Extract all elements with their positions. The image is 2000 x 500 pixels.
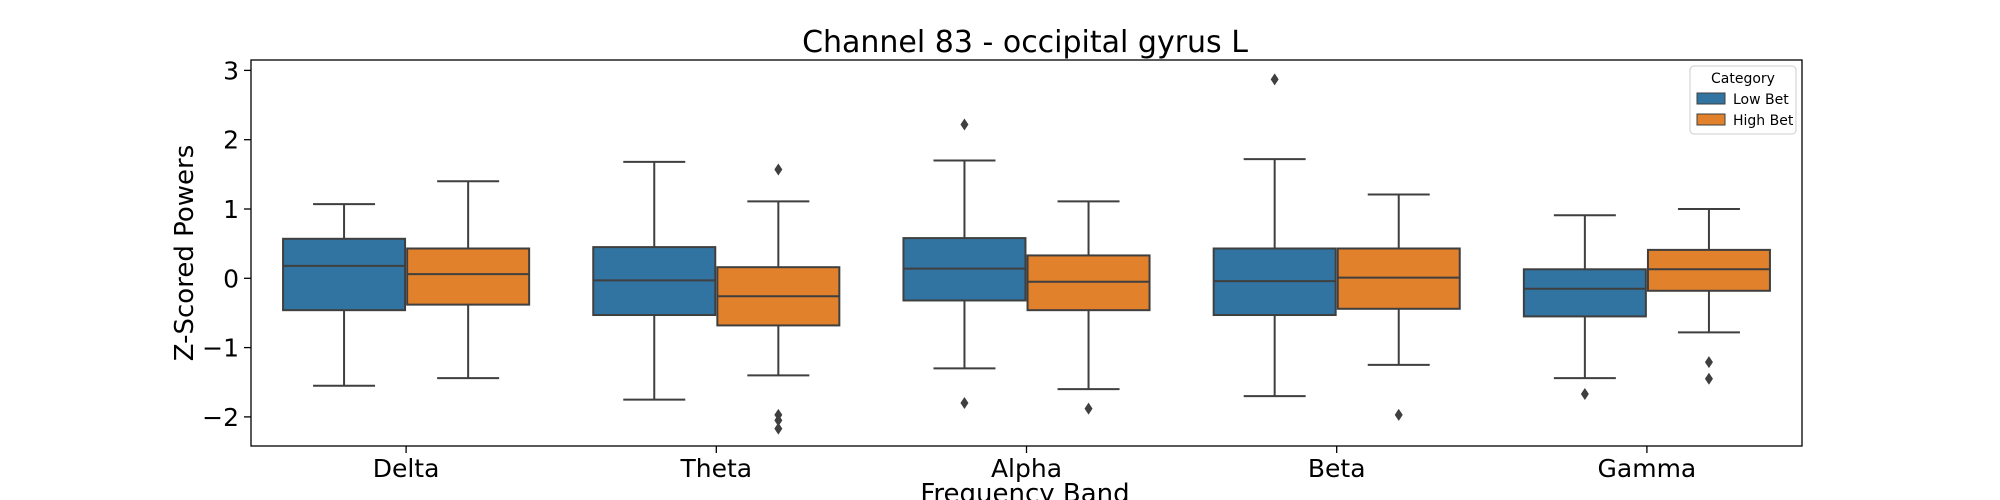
- box-low-bet-alpha: [902, 118, 1027, 410]
- outlier-point: [1580, 388, 1589, 401]
- x-tick-label: Alpha: [991, 454, 1062, 483]
- iqr-box: [1336, 247, 1461, 310]
- box-high-bet-alpha: [1026, 200, 1151, 415]
- x-tick-label: Delta: [373, 454, 440, 483]
- outlier-point: [774, 414, 783, 427]
- box-high-bet-theta: [716, 163, 841, 435]
- legend-title: Category: [1711, 71, 1775, 87]
- y-tick-label: 1: [223, 195, 239, 224]
- outlier-point: [1270, 73, 1279, 86]
- x-tick-label: Gamma: [1598, 454, 1697, 483]
- y-tick-label: 2: [223, 126, 239, 155]
- x-axis-label: Frequency Band: [920, 479, 1129, 500]
- y-tick-label: 0: [223, 264, 239, 293]
- box-low-bet-theta: [592, 160, 717, 401]
- outlier-point: [960, 118, 969, 131]
- legend-swatch: [1696, 113, 1726, 126]
- box-low-bet-delta: [282, 203, 407, 387]
- box-high-bet-beta: [1336, 193, 1461, 421]
- legend-label: High Bet: [1733, 113, 1794, 129]
- legend-swatch: [1696, 92, 1726, 105]
- iqr-box: [282, 237, 407, 312]
- box-high-bet-delta: [406, 180, 531, 380]
- outlier-point: [1704, 372, 1713, 385]
- outlier-point: [960, 397, 969, 410]
- outlier-point: [774, 163, 783, 176]
- legend: Category Low Bet High Bet: [1689, 65, 1797, 135]
- outlier-point: [1084, 402, 1093, 415]
- chart-title: Channel 83 - occipital gyrus L: [802, 25, 1248, 60]
- iqr-box: [1646, 248, 1771, 292]
- y-tick-label: 3: [223, 56, 239, 85]
- box-low-bet-beta: [1212, 73, 1337, 398]
- x-tick-label: Beta: [1308, 454, 1366, 483]
- y-tick-label: −1: [202, 334, 239, 363]
- box-low-bet-gamma: [1522, 214, 1647, 401]
- iqr-box: [406, 247, 531, 306]
- x-tick-label: Theta: [679, 454, 752, 483]
- plot-area: 3 2 1 0 −1 −2 Delta Theta Alpha Beta Gamma: [202, 56, 1803, 483]
- iqr-box: [1522, 268, 1647, 318]
- y-axis-label: Z-Scored Powers: [170, 145, 200, 361]
- box-high-bet-gamma: [1646, 207, 1771, 385]
- outlier-point: [1704, 356, 1713, 369]
- outlier-point: [774, 422, 783, 435]
- y-tick-label: −2: [202, 403, 239, 432]
- legend-label: Low Bet: [1733, 92, 1789, 108]
- outlier-point: [1394, 408, 1403, 421]
- iqr-box: [1026, 254, 1151, 312]
